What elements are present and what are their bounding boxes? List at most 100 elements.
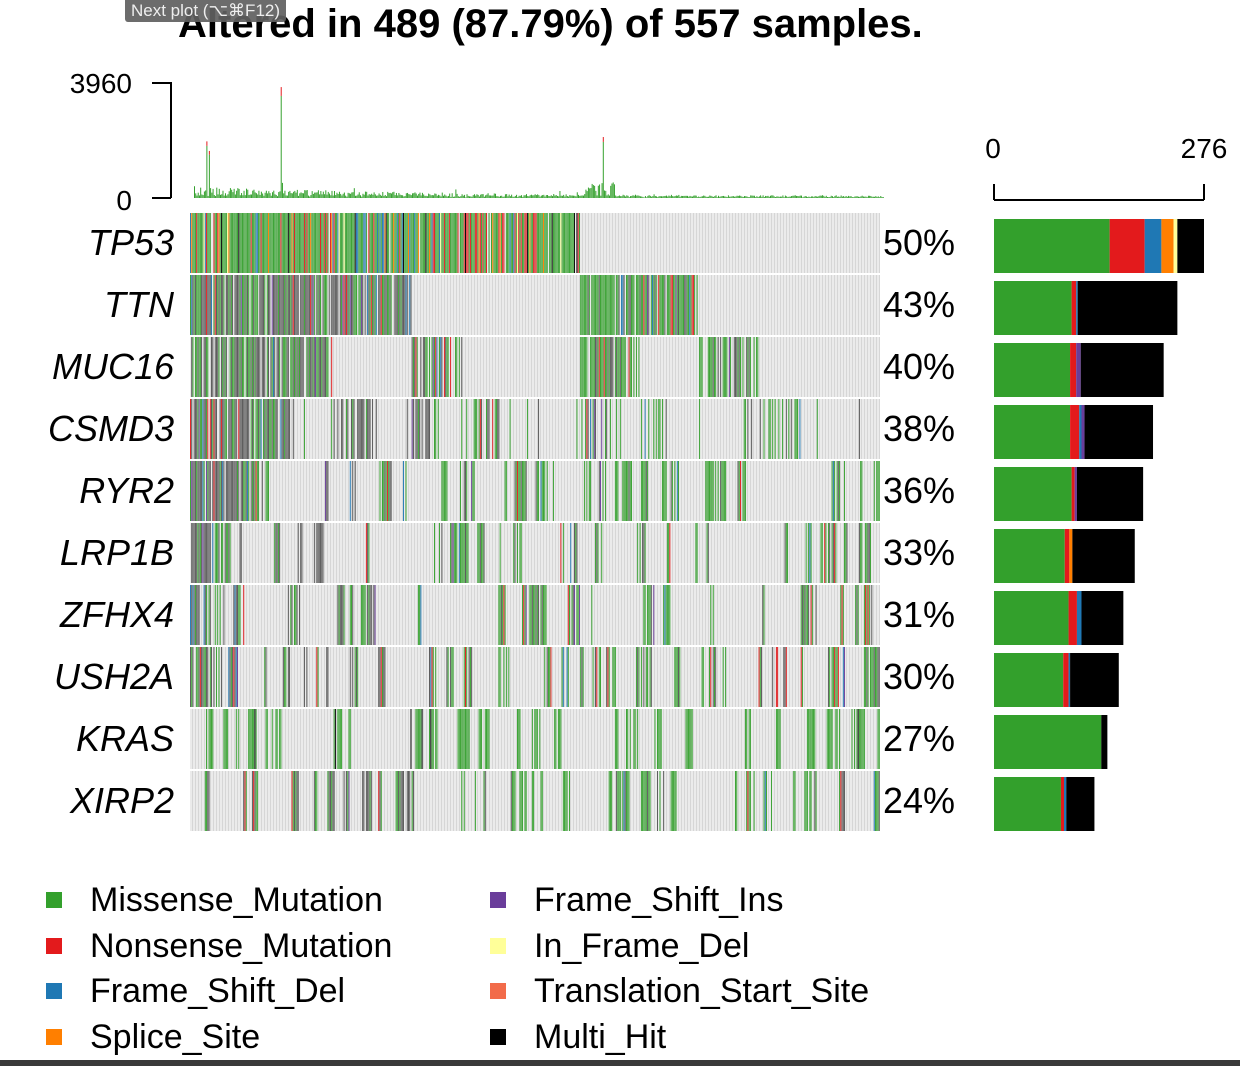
mutation-cell [783, 647, 785, 707]
mutation-cell [223, 399, 225, 459]
mutation-cell [203, 213, 205, 273]
mutation-cell [569, 771, 570, 831]
mutation-cell [261, 461, 263, 521]
mutation-cell [554, 213, 556, 273]
mutation-cell [679, 275, 681, 335]
mutation-cell [419, 399, 421, 459]
mutation-cell [256, 461, 258, 521]
mutation-cell [244, 461, 246, 521]
mutation-cell [836, 709, 838, 769]
mutation-cell [472, 213, 474, 273]
mutation-cell [222, 337, 224, 397]
tmb-bar [496, 196, 498, 198]
mutation-cell [253, 275, 255, 335]
tmb-bar [549, 196, 551, 198]
mutation-cell [368, 399, 370, 459]
mutation-cell [865, 647, 867, 707]
mutation-cell [292, 337, 294, 397]
tmb-bar [529, 195, 531, 198]
gene-bar-segment [1109, 219, 1145, 273]
mutation-cell [325, 275, 326, 335]
mutation-cell [438, 337, 440, 397]
mutation-cell [466, 213, 468, 273]
mutation-cell [327, 771, 329, 831]
mutation-cell [364, 213, 366, 273]
mutation-cell [578, 213, 580, 273]
mutation-cell [877, 461, 879, 521]
mutation-cell [483, 771, 485, 831]
mutation-cell [435, 647, 437, 707]
mutation-cell [562, 523, 564, 583]
tmb-bar [817, 196, 819, 198]
mutation-cell [233, 585, 235, 645]
gene-bar-segment [1076, 467, 1144, 521]
mutation-cell [600, 461, 601, 521]
mutation-cell [199, 213, 201, 273]
gene-label: MUC16 [52, 346, 175, 387]
mutation-cell [815, 771, 817, 831]
tmb-bar [735, 196, 737, 198]
tmb-bar [791, 196, 793, 198]
tmb-bar [630, 196, 632, 198]
mutation-cell [238, 337, 240, 397]
mutation-cell [647, 647, 649, 707]
tmb-bar [441, 192, 443, 198]
tmb-bar [346, 196, 348, 198]
mutation-cell [669, 523, 671, 583]
mutation-cell [567, 647, 569, 707]
mutation-cell [834, 647, 836, 707]
tmb-bar [739, 195, 741, 198]
mutation-cell [211, 647, 212, 707]
mutation-cell [386, 461, 388, 521]
tmb-bar [310, 195, 312, 198]
mutation-cell [311, 275, 313, 335]
legend-item: Splice_Site [46, 1017, 260, 1057]
mutation-cell [430, 709, 432, 769]
legend-item: Nonsense_Mutation [46, 926, 392, 966]
mutation-cell [254, 709, 256, 769]
mutation-cell [844, 461, 846, 521]
mutation-cell [234, 275, 236, 335]
tmb-bar [195, 193, 197, 198]
gene-bar-segment [994, 777, 1061, 831]
mutation-cell [289, 213, 291, 273]
mutation-cell [367, 275, 369, 335]
tmb-bar [501, 195, 503, 198]
mutation-cell [338, 213, 340, 273]
mutation-cell [274, 399, 276, 459]
mutation-cell [206, 647, 208, 707]
mutation-cell [566, 771, 568, 831]
tmb-bar [835, 195, 837, 198]
mutation-cell [333, 709, 335, 769]
mutation-cell [827, 647, 829, 707]
tmb-bar [708, 196, 710, 198]
mutation-cell [811, 709, 813, 769]
tmb-bar [442, 195, 444, 198]
mutation-cell [243, 213, 245, 273]
tmb-bar [400, 195, 402, 198]
tmb-bar [488, 195, 490, 198]
mutation-cell [353, 399, 355, 459]
tmb-bar [594, 185, 596, 198]
tmb-bar [293, 191, 295, 198]
mutation-cell [804, 585, 806, 645]
mutation-cell [296, 337, 298, 397]
tmb-bar [218, 188, 220, 198]
gene-label: RYR2 [79, 470, 174, 511]
tmb-bar [794, 195, 796, 198]
mutation-cell [253, 399, 255, 459]
tmb-bar [789, 196, 791, 198]
mutation-cell [618, 337, 620, 397]
mutation-cell [463, 647, 465, 707]
mutation-cell [751, 399, 753, 459]
tmb-bar [277, 196, 278, 198]
gene-bar-segment [994, 405, 1071, 459]
mutation-cell [535, 461, 537, 521]
tmb-bar [250, 194, 252, 198]
mutation-cell [640, 461, 642, 521]
mutation-cell [668, 523, 670, 583]
mutation-cell [406, 275, 408, 335]
tmb-bar [768, 196, 770, 198]
tmb-bar [420, 195, 422, 198]
mutation-cell [500, 585, 502, 645]
